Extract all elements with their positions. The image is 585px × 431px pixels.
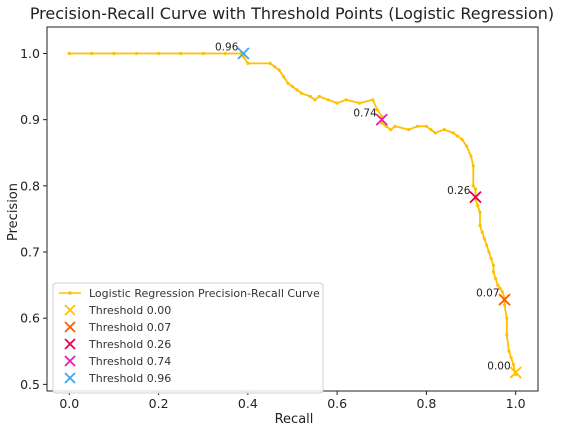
legend-entry-label: Threshold 0.26: [88, 338, 171, 351]
pr-curve-point: [286, 82, 289, 85]
threshold-annotation: 0.26: [447, 185, 471, 197]
pr-curve-point: [494, 277, 497, 280]
pr-curve-point: [490, 257, 493, 260]
pr-curve-point: [246, 62, 249, 65]
pr-curve-point: [469, 155, 472, 158]
pr-curve-point: [68, 52, 71, 55]
pr-curve-point: [472, 164, 475, 167]
pr-curve-point: [269, 62, 272, 65]
legend-dot-swatch: [68, 291, 72, 295]
pr-curve-point: [112, 52, 115, 55]
pr-curve-point: [416, 125, 419, 128]
y-axis-title: Precision: [6, 183, 21, 241]
pr-curve-point: [472, 184, 475, 187]
x-tick-label: 1.0: [506, 396, 526, 411]
threshold-annotation: 0.96: [215, 41, 239, 53]
legend-entry-label: Threshold 0.74: [88, 355, 171, 368]
pr-curve-point: [452, 131, 455, 134]
x-axis-title: Recall: [275, 412, 314, 427]
pr-curve-point: [345, 98, 348, 101]
pr-curve-point: [461, 138, 464, 141]
pr-curve-point: [313, 98, 316, 101]
x-tick-label: 0.0: [59, 396, 79, 411]
pr-curve-point: [371, 98, 374, 101]
pr-curve-point: [273, 65, 276, 68]
y-tick-label: 1.0: [20, 46, 40, 61]
x-axis-ticks: 0.0 0.2 0.4 0.6 0.8 1.0: [59, 391, 525, 411]
pr-curve-point: [425, 125, 428, 128]
pr-curve-point: [394, 125, 397, 128]
pr-curve-point: [309, 95, 312, 98]
pr-curve-point: [476, 204, 479, 207]
pr-curve-point: [443, 128, 446, 131]
y-axis-ticks: 0.5 0.6 0.7 0.8 0.9 1.0: [20, 46, 47, 392]
pr-curve-point: [157, 52, 160, 55]
pr-curve-point: [492, 270, 495, 273]
legend: Logistic Regression Precision-Recall Cur…: [53, 283, 323, 393]
y-tick-label: 0.9: [20, 112, 40, 127]
legend-entry-label: Threshold 0.07: [88, 321, 171, 334]
pr-curve-point: [318, 95, 321, 98]
chart-title: Precision-Recall Curve with Threshold Po…: [30, 4, 554, 23]
x-tick-label: 0.6: [327, 396, 347, 411]
pr-curve-point: [300, 92, 303, 95]
pr-curve-point: [507, 350, 510, 353]
pr-curve-point: [358, 102, 361, 105]
pr-curve-point: [503, 303, 506, 306]
pr-curve-point: [501, 290, 504, 293]
y-tick-label: 0.8: [20, 178, 40, 193]
pr-curve-point: [456, 135, 459, 138]
pr-curve-point: [179, 52, 182, 55]
threshold-annotation: 0.07: [476, 288, 499, 300]
pr-curve-point: [434, 131, 437, 134]
pr-curve-point: [478, 224, 481, 227]
threshold-annotation: 0.00: [487, 360, 510, 372]
pr-curve-point: [327, 98, 330, 101]
pr-curve-point: [295, 88, 298, 91]
pr-curve-point: [505, 333, 508, 336]
pr-curve-point: [505, 317, 508, 320]
y-tick-label: 0.5: [20, 377, 40, 392]
pr-curve-point: [483, 237, 486, 240]
threshold-annotation: 0.74: [353, 108, 377, 120]
pr-curve-point: [465, 145, 468, 148]
pr-curve-point: [510, 356, 513, 359]
threshold-marker: [510, 367, 521, 378]
legend-entry-label: Logistic Regression Precision-Recall Cur…: [89, 287, 320, 300]
pr-curve-point: [492, 264, 495, 267]
legend-entry-label: Threshold 0.96: [88, 372, 171, 385]
pr-curve-point: [336, 102, 339, 105]
pr-curve-point: [389, 128, 392, 131]
pr-curve-point: [478, 211, 481, 214]
pr-curve-point: [481, 231, 484, 234]
pr-curve-point: [202, 52, 205, 55]
pr-curve-point: [487, 250, 490, 253]
pr-curve-point: [512, 363, 515, 366]
y-tick-label: 0.6: [20, 311, 40, 326]
x-tick-label: 0.2: [149, 396, 169, 411]
legend-entry-label: Threshold 0.00: [88, 304, 171, 317]
x-tick-label: 0.8: [416, 396, 436, 411]
pr-curve-point: [496, 284, 499, 287]
pr-curve-point: [278, 68, 281, 71]
pr-curve-point: [282, 75, 285, 78]
pr-curve-point: [135, 52, 138, 55]
pr-curve-point: [407, 128, 410, 131]
x-tick-label: 0.4: [238, 396, 258, 411]
pr-curve-point: [429, 128, 432, 131]
y-tick-label: 0.7: [20, 245, 40, 260]
pr-curve-point: [90, 52, 93, 55]
pr-curve-point: [291, 85, 294, 88]
pr-curve-point: [474, 188, 477, 191]
pr-curve-point: [485, 244, 488, 247]
